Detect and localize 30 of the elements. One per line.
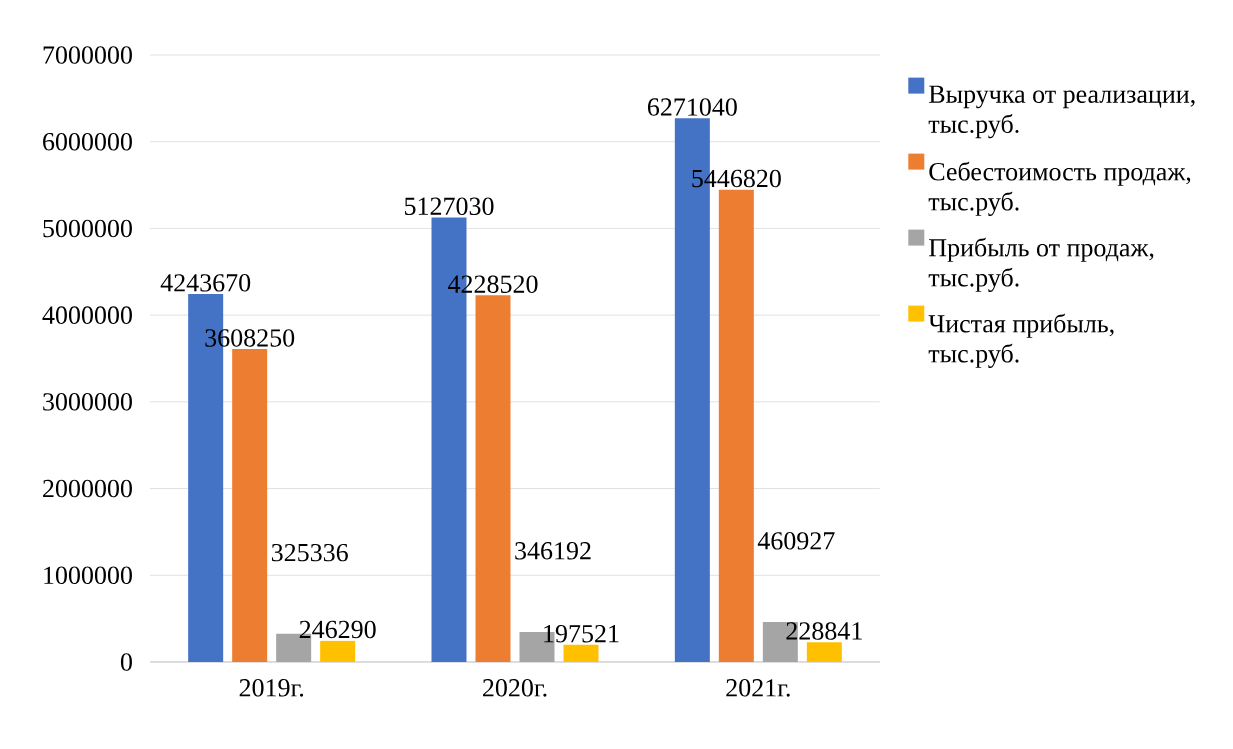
legend-label: Чистая прибыль, тыс.руб. (928, 313, 1114, 368)
bar (806, 642, 842, 662)
y-tick-label: 7000000 (43, 46, 132, 64)
data-label: 5127030 (405, 197, 494, 216)
bar (232, 349, 268, 662)
bar (718, 189, 754, 662)
y-tick-label: 4000000 (42, 306, 132, 324)
legend-label: Выручка от реализации, тыс.руб. (928, 85, 1195, 139)
bar (563, 644, 599, 662)
y-tick-label: 0 (120, 653, 132, 671)
data-label: 346192 (515, 542, 591, 560)
y-tick-label: 1000000 (44, 566, 132, 585)
legend-label: Себестоимость продаж, тыс.руб. (928, 161, 1191, 216)
data-label: 6271040 (647, 98, 737, 116)
bar (475, 295, 511, 662)
x-tick-label: 2019г. (239, 679, 304, 697)
data-label: 460927 (757, 532, 835, 550)
data-label: 228841 (786, 622, 862, 640)
legend-label: Прибыль от продаж, тыс.руб. (928, 237, 1154, 292)
data-label: 197521 (544, 624, 619, 643)
data-label: 4243670 (160, 274, 251, 292)
x-tick-label: 2021г. (726, 679, 790, 697)
y-tick-label: 2000000 (43, 479, 132, 498)
y-tick-label: 5000000 (43, 219, 132, 238)
bar (320, 640, 356, 662)
data-label: 325336 (271, 543, 348, 562)
x-tick-label: 2020г. (483, 679, 547, 697)
data-label: 246290 (299, 620, 376, 639)
y-tick-label: 6000000 (43, 132, 132, 151)
y-tick-label: 3000000 (43, 393, 132, 411)
